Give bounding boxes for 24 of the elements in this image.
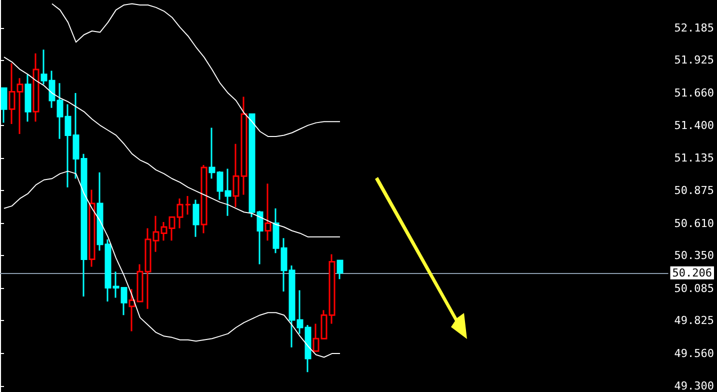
y-tick-label: 49.300 (674, 379, 714, 392)
candlestick (200, 164, 208, 234)
ref-line-label: 50.206 (672, 266, 712, 280)
line-series (52, 3, 340, 137)
y-tick-label: 51.400 (674, 118, 714, 132)
line-series (4, 56, 340, 238)
y-tick-label: 52.185 (674, 21, 714, 34)
y-tick-label: 50.085 (674, 282, 714, 295)
candlestick (184, 195, 192, 216)
y-tick-label: 50.350 (674, 249, 714, 262)
candlestick (192, 198, 200, 238)
y-tick-label: 49.560 (674, 347, 714, 360)
candlestick (264, 182, 272, 242)
candlestick (32, 52, 40, 122)
y-tick-label: 49.825 (674, 314, 714, 328)
candlestick (24, 74, 32, 122)
line-series (4, 170, 340, 358)
y-tick-label: 50.610 (674, 216, 714, 230)
y-tick-label: 50.875 (674, 184, 714, 197)
y-tick-label: 51.135 (674, 152, 714, 165)
candlestick (88, 189, 96, 268)
candlestick (336, 260, 344, 280)
y-tick-label: 51.660 (674, 86, 714, 100)
y-tick-label: 51.925 (674, 54, 714, 67)
